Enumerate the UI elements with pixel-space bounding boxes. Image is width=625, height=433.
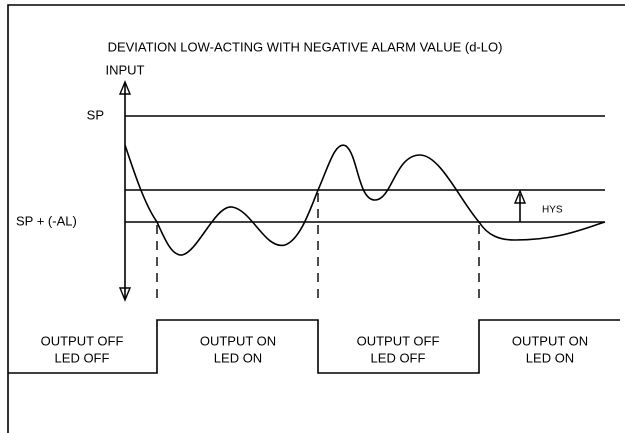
- hys-label: HYS: [542, 205, 563, 216]
- axis-label: INPUT: [106, 62, 145, 77]
- axis-arrow: [118, 80, 132, 95]
- alarm-label: SP + (-AL): [16, 213, 77, 228]
- frame: [7, 4, 625, 433]
- led-state: LED ON: [526, 350, 574, 365]
- title: DEVIATION LOW-ACTING WITH NEGATIVE ALARM…: [108, 39, 503, 54]
- axis-arrow: [118, 287, 132, 302]
- sp-label: SP: [87, 107, 104, 122]
- input-curve: [124, 144, 606, 256]
- output-state: OUTPUT ON: [200, 333, 276, 348]
- output-state: OUTPUT OFF: [41, 333, 124, 348]
- output-state: OUTPUT ON: [512, 333, 588, 348]
- output-waveform: [8, 319, 620, 374]
- led-state: LED OFF: [371, 350, 426, 365]
- hys-arrowhead: [513, 189, 527, 204]
- led-state: LED OFF: [55, 350, 110, 365]
- led-state: LED ON: [214, 350, 262, 365]
- output-state: OUTPUT OFF: [357, 333, 440, 348]
